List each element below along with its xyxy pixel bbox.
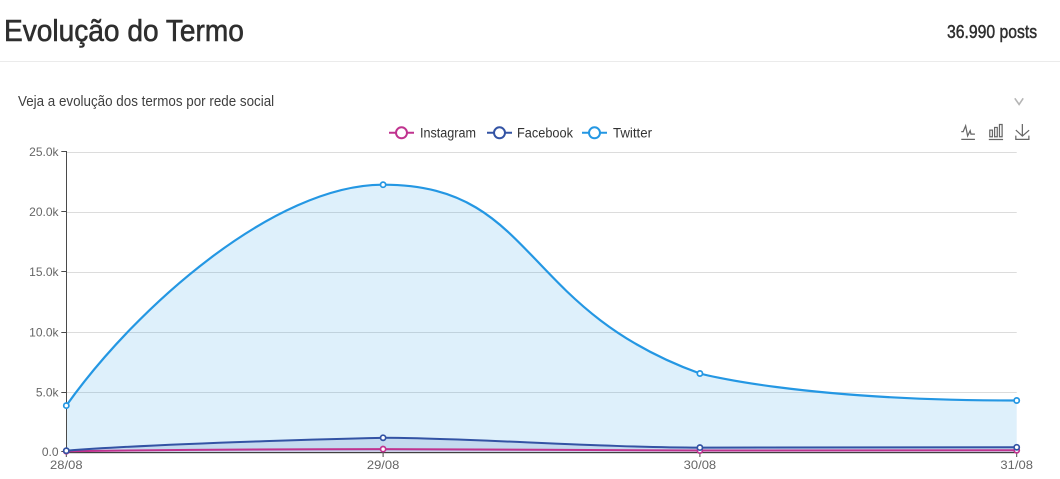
svg-text:0.0: 0.0	[42, 445, 59, 459]
svg-text:10.0k: 10.0k	[29, 325, 59, 339]
svg-text:25.0k: 25.0k	[29, 145, 59, 159]
svg-text:20.0k: 20.0k	[29, 205, 59, 219]
svg-text:28/08: 28/08	[50, 458, 83, 472]
svg-text:15.0k: 15.0k	[29, 265, 59, 279]
svg-text:29/08: 29/08	[367, 458, 400, 472]
svg-text:Instagram: Instagram	[420, 125, 476, 140]
svg-text:Twitter: Twitter	[613, 125, 652, 140]
svg-text:30/08: 30/08	[684, 458, 717, 472]
svg-text:31/08: 31/08	[1000, 458, 1033, 472]
svg-text:5.0k: 5.0k	[36, 385, 60, 399]
svg-text:Facebook: Facebook	[517, 125, 573, 140]
